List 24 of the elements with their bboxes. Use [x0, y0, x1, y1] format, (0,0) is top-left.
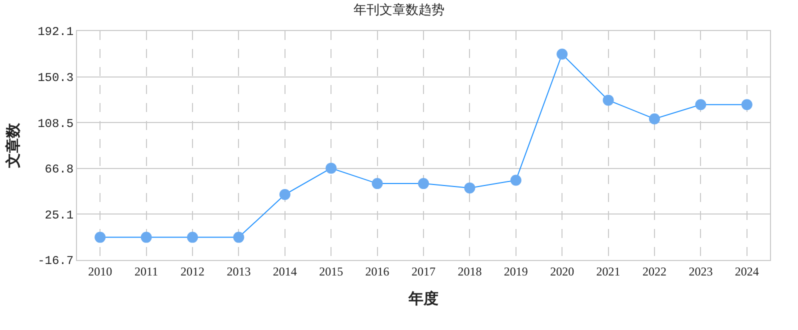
y-tick-label: -16.7: [38, 254, 74, 268]
x-tick-label: 2015: [319, 264, 344, 278]
x-tick-label: 2014: [272, 264, 297, 278]
y-tick-label: 25.1: [44, 208, 74, 222]
x-tick-label: 2022: [642, 264, 666, 278]
x-tick-label: 2018: [458, 264, 482, 278]
x-tick-label: 2013: [226, 264, 251, 278]
x-tick-label: 2024: [734, 264, 759, 278]
chart-title: 年刊文章数趋势: [354, 2, 444, 18]
x-tick-label: 2020: [550, 264, 574, 278]
y-tick-label: 150.3: [38, 71, 74, 86]
x-tick-label: 2016: [365, 264, 390, 278]
y-axis-title: 文章数: [4, 122, 22, 169]
y-tick-label: 66.8: [44, 162, 74, 177]
y-tick-label: 192.1: [38, 25, 74, 40]
x-tick-label: 2012: [180, 264, 204, 278]
x-tick-label: 2023: [688, 264, 713, 278]
y-tick-label: 108.5: [38, 116, 74, 131]
x-tick-label: 2010: [88, 264, 112, 278]
x-tick-label: 2011: [134, 264, 158, 278]
x-tick-label: 2021: [596, 264, 620, 278]
x-tick-label: 2017: [412, 264, 436, 278]
x-axis-title: 年度: [408, 289, 438, 308]
x-tick-label: 2019: [504, 264, 528, 278]
